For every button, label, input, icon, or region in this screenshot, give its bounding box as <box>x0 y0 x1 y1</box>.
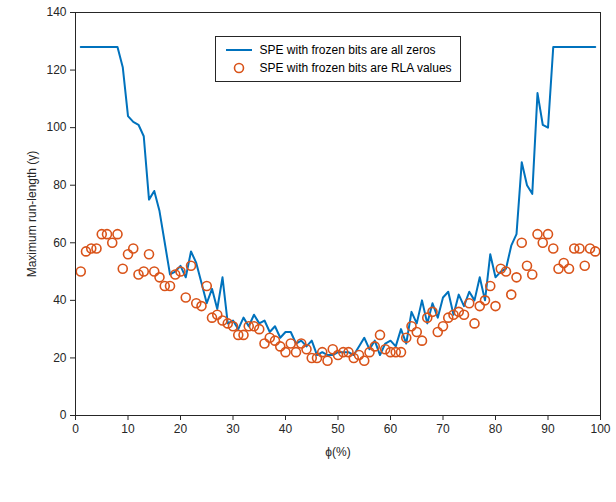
svg-text:100: 100 <box>590 422 610 436</box>
svg-text:80: 80 <box>489 422 503 436</box>
svg-text:50: 50 <box>331 422 345 436</box>
svg-text:80: 80 <box>53 178 67 192</box>
svg-text:40: 40 <box>53 293 67 307</box>
svg-text:100: 100 <box>46 120 66 134</box>
svg-text:0: 0 <box>60 408 67 422</box>
svg-text:140: 140 <box>46 5 66 19</box>
html-text:SPE with frozen bits are RLA v: SPE with frozen bits are RLA values <box>259 61 452 75</box>
svg-text:0: 0 <box>72 422 79 436</box>
svg-text:40: 40 <box>279 422 293 436</box>
svg-text:90: 90 <box>541 422 555 436</box>
svg-text:Maximum run-length (γ): Maximum run-length (γ) <box>25 151 39 278</box>
svg-text:30: 30 <box>226 422 240 436</box>
svg-text:60: 60 <box>53 236 67 250</box>
svg-text:60: 60 <box>384 422 398 436</box>
svg-text:20: 20 <box>174 422 188 436</box>
svg-text:120: 120 <box>46 63 66 77</box>
svg-text:ϕ(%): ϕ(%) <box>325 445 350 459</box>
html-text:SPE with frozen bits are all z: SPE with frozen bits are all zeros <box>259 43 436 57</box>
svg-text:20: 20 <box>53 351 67 365</box>
svg-text:10: 10 <box>121 422 135 436</box>
svg-text:70: 70 <box>436 422 450 436</box>
